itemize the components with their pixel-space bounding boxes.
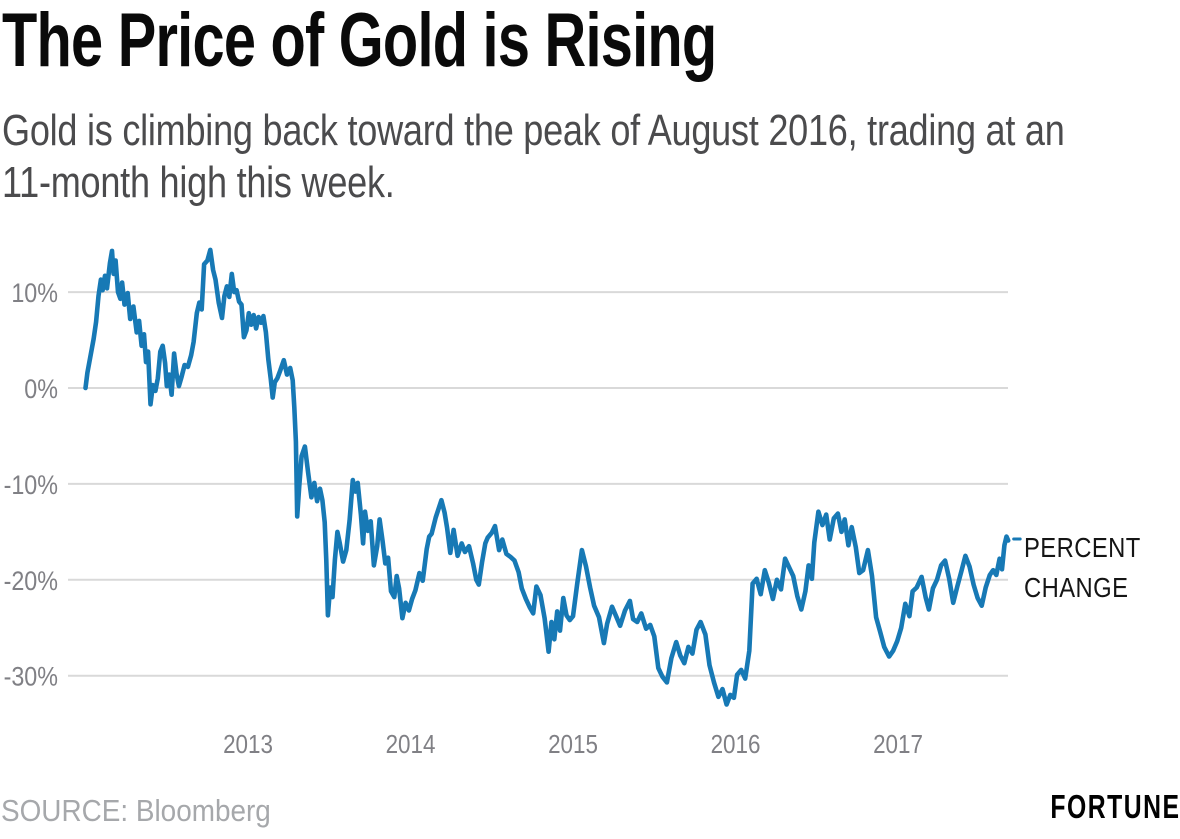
- y-tick-label: -30%: [4, 662, 58, 692]
- y-tick-label: -20%: [4, 566, 58, 596]
- fortune-logo: FORTUNE: [1049, 788, 1180, 825]
- chart-subtitle: Gold is climbing back toward the peak of…: [2, 105, 1065, 209]
- chart-subtitle-line-2: 11-month high this week.: [2, 158, 395, 207]
- page-title: The Price of Gold is Rising: [2, 0, 717, 83]
- source-credit: SOURCE: Bloomberg: [1, 793, 271, 828]
- y-tick-label: 10%: [11, 279, 58, 309]
- series-label: PERCENT CHANGE: [1024, 532, 1141, 603]
- y-tick-label: -10%: [4, 471, 58, 501]
- gold-percent-change-line: [83, 247, 1011, 707]
- y-tick-label: 0%: [24, 375, 58, 405]
- x-tick-label: 2015: [548, 731, 598, 760]
- x-tick-label: 2016: [711, 731, 761, 760]
- chart-plot-area: 10% 0% -10% -20% -30% 2013 2014 2015 2016 2017: [0, 230, 1180, 770]
- chart-svg: 10% 0% -10% -20% -30% 2013 2014 2015 2016 2017: [4, 247, 1022, 760]
- x-tick-label: 2014: [386, 731, 436, 760]
- x-tick-label: 2017: [873, 731, 923, 760]
- chart-subtitle-line-1: Gold is climbing back toward the peak of…: [2, 106, 1065, 155]
- x-tick-label: 2013: [223, 731, 273, 760]
